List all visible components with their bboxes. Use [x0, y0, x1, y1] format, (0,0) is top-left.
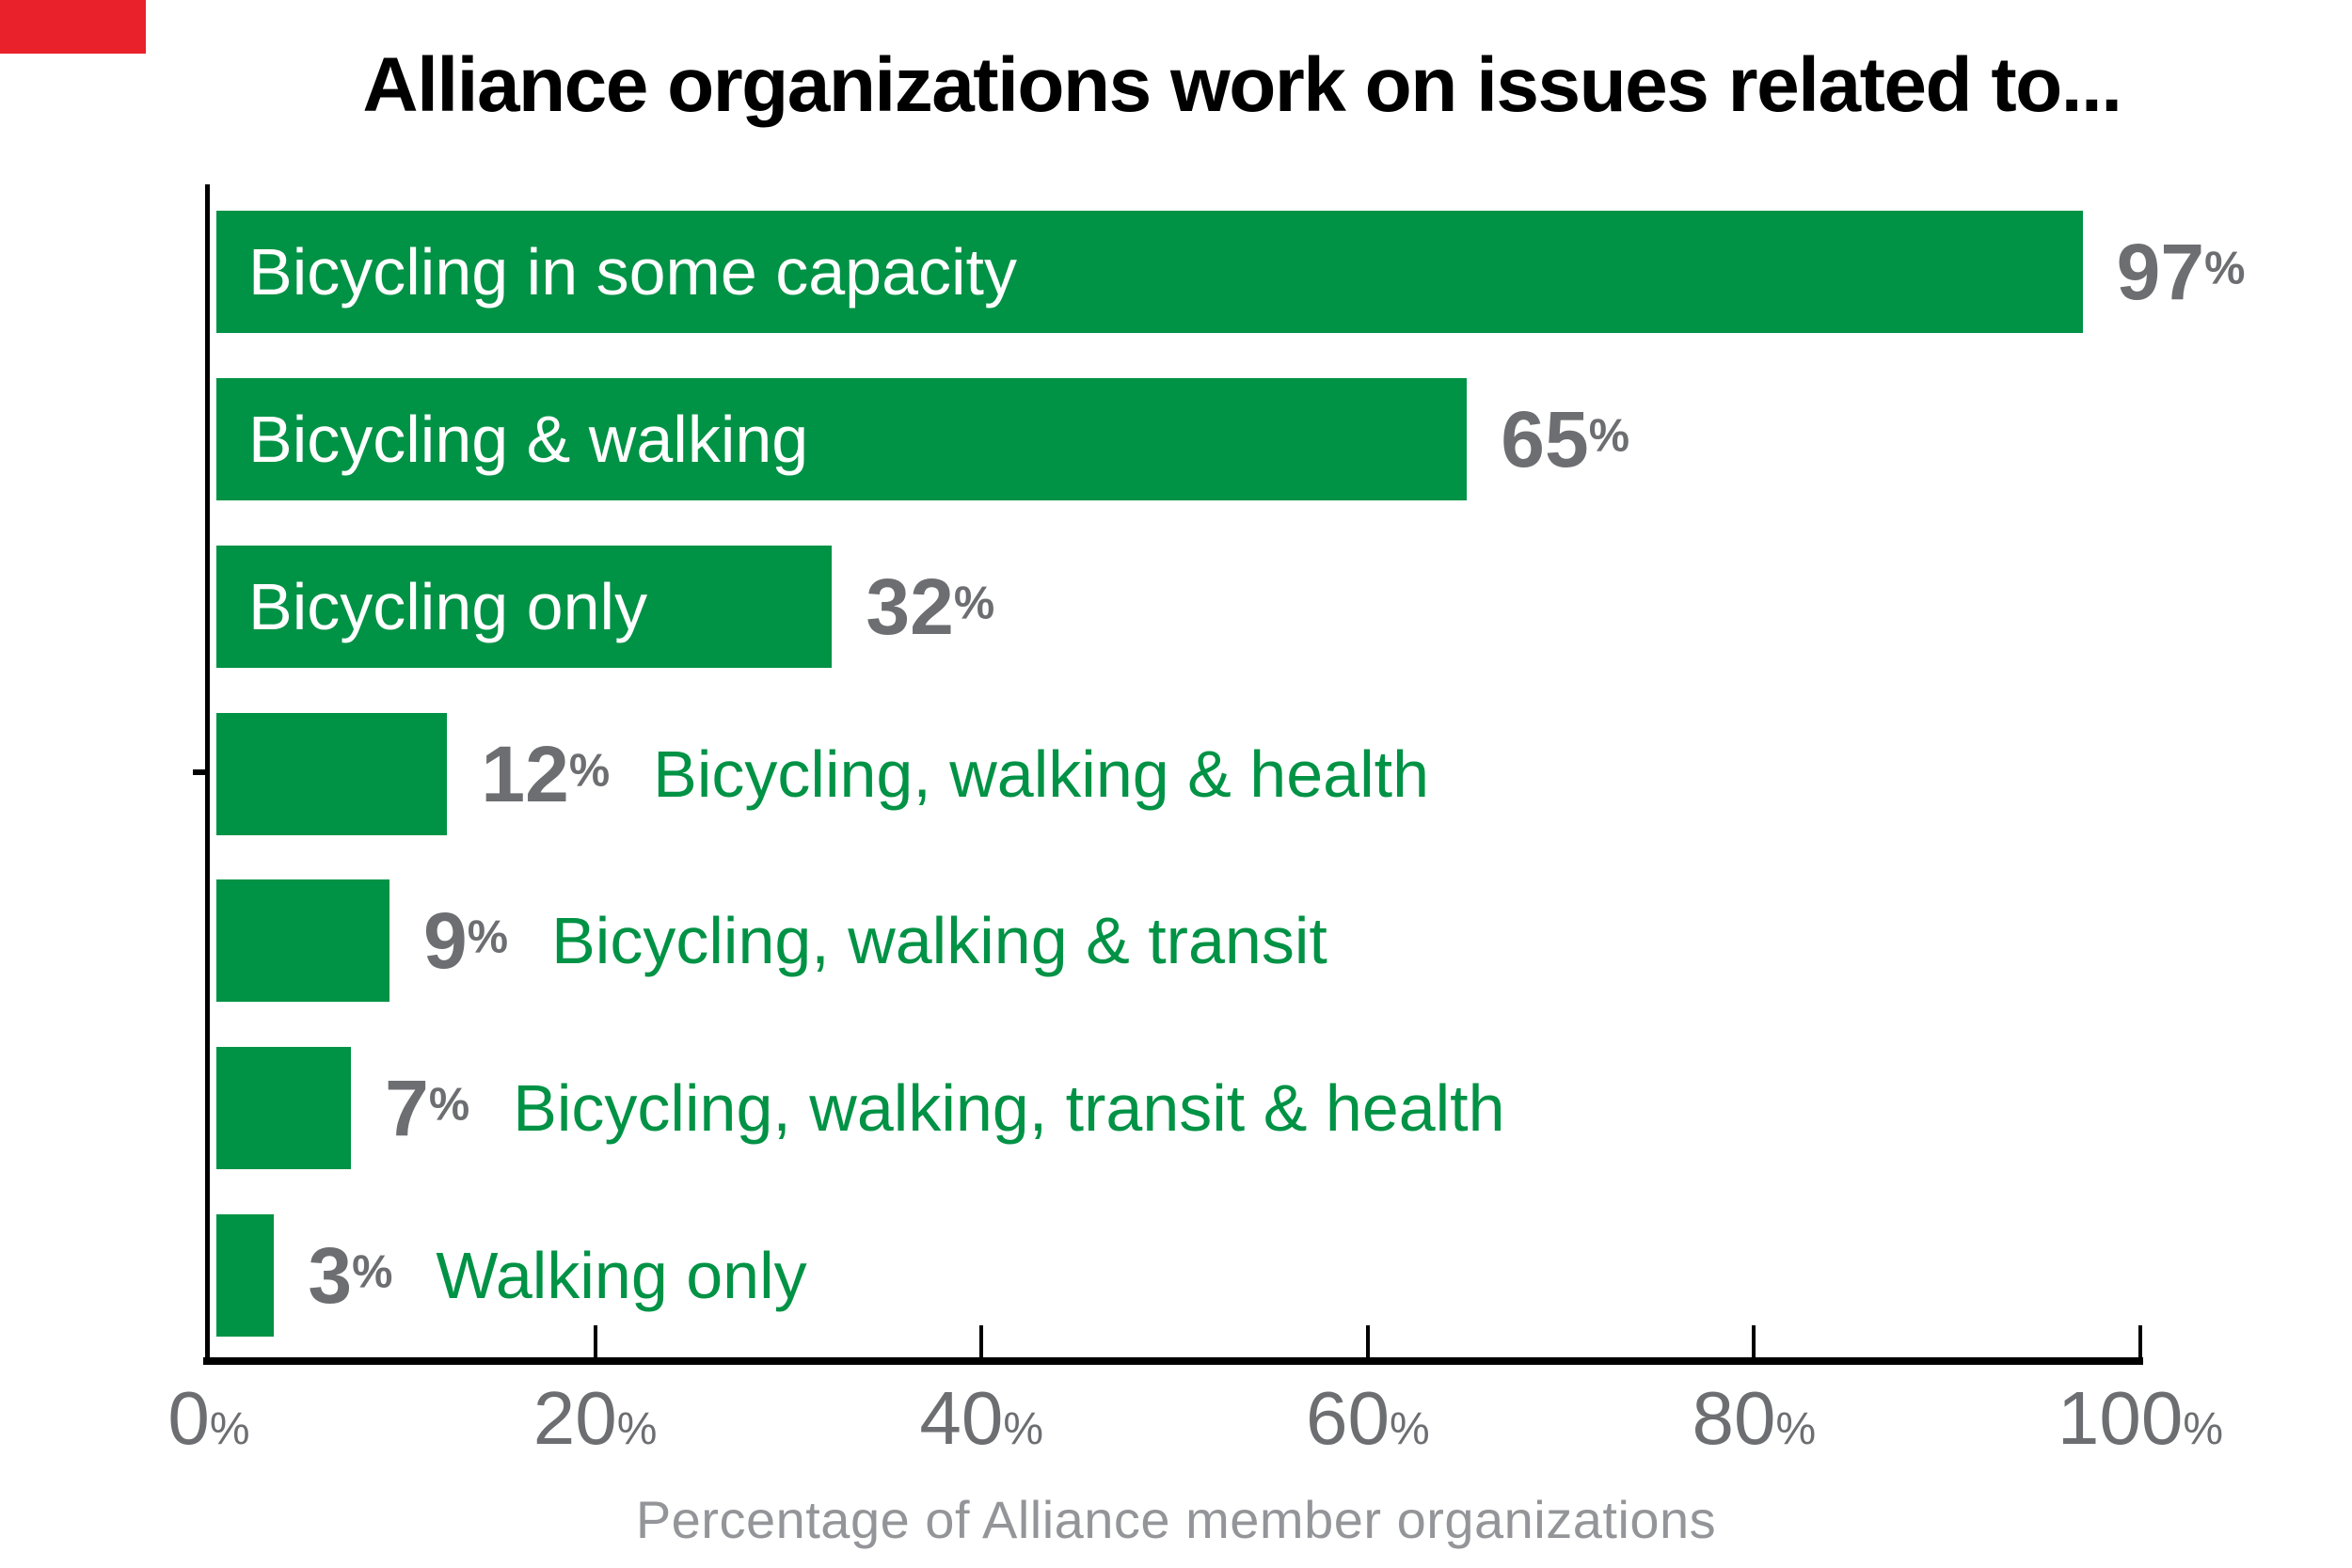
- bar-label: Bicycling only: [248, 569, 648, 643]
- x-axis-caption: Percentage of Alliance member organizati…: [635, 1490, 1717, 1549]
- x-axis-tick: [979, 1325, 984, 1357]
- x-axis-tick: [593, 1325, 597, 1357]
- percent-sign: %: [1588, 410, 1630, 462]
- x-tick-label: 0%: [167, 1375, 249, 1462]
- tick-number: 20: [532, 1376, 617, 1460]
- x-axis-line: [203, 1357, 2143, 1365]
- chart-title: Alliance organizations work on issues re…: [362, 42, 2122, 128]
- percent-sign: %: [1775, 1404, 1817, 1454]
- x-tick-label: 40%: [919, 1375, 1043, 1462]
- x-tick-label: 80%: [1692, 1375, 1817, 1462]
- tick-number: 0: [167, 1376, 210, 1460]
- bar: [216, 1214, 275, 1338]
- x-axis-tick: [1365, 1325, 1370, 1357]
- x-tick-label: 60%: [1306, 1375, 1430, 1462]
- bar-label: Bicycling, walking, transit & health: [513, 1071, 1505, 1146]
- x-tick-label: 100%: [2058, 1375, 2223, 1462]
- bar-label: Bicycling, walking & health: [653, 736, 1430, 811]
- value-number: 32: [866, 562, 954, 651]
- red-corner-badge: [0, 0, 146, 54]
- value-number: 9: [423, 896, 468, 986]
- x-tick-label: 20%: [533, 1375, 658, 1462]
- bar-row: 3% Walking only: [216, 1192, 2140, 1359]
- value-number: 7: [385, 1064, 429, 1153]
- x-axis-tick: [1752, 1325, 1756, 1357]
- tick-number: 80: [1692, 1376, 1776, 1460]
- percent-sign: %: [1003, 1404, 1044, 1454]
- bar-row: 9% Bicycling, walking & transit: [216, 857, 2140, 1024]
- tick-number: 60: [1305, 1376, 1390, 1460]
- y-axis-line: [205, 184, 210, 1364]
- percent-sign: %: [352, 1246, 393, 1298]
- y-axis-tick: [193, 769, 206, 775]
- percent-sign: %: [428, 1079, 470, 1131]
- value-number: 12: [481, 729, 569, 818]
- bar-label: Bicycling, walking & transit: [551, 904, 1327, 978]
- percent-sign: %: [467, 911, 509, 963]
- tick-number: 40: [919, 1376, 1004, 1460]
- bar-label: Walking only: [436, 1239, 807, 1313]
- bar: Bicycling in some capacity: [216, 210, 2083, 333]
- percent-sign: %: [209, 1404, 250, 1454]
- bar: [216, 879, 390, 1003]
- bar: [216, 712, 448, 835]
- bar-row: 12% Bicycling, walking & health: [216, 690, 2140, 858]
- bar-label: Bicycling in some capacity: [248, 234, 1017, 309]
- percent-sign: %: [953, 578, 995, 629]
- value-number: 3: [308, 1231, 353, 1321]
- tick-number: 100: [2057, 1376, 2184, 1460]
- value-number: 97: [2116, 227, 2205, 316]
- percent-sign: %: [616, 1404, 658, 1454]
- bar-row: Bicycling in some capacity 97%: [216, 188, 2245, 356]
- percent-sign: %: [1389, 1404, 1430, 1454]
- percent-sign: %: [2183, 1404, 2224, 1454]
- bar: Bicycling & walking: [216, 377, 1468, 500]
- bar-label: Bicycling & walking: [248, 402, 809, 476]
- bar-row: 7% Bicycling, walking, transit & health: [216, 1024, 2140, 1192]
- percent-sign: %: [568, 744, 611, 796]
- bar-chart-plot-area: Bicycling in some capacity 97% Bicycling &…: [216, 188, 2245, 1359]
- bar: Bicycling only: [216, 545, 833, 668]
- x-axis-tick: [2138, 1325, 2142, 1357]
- bar: [216, 1047, 352, 1170]
- bar-row: Bicycling only 32%: [216, 523, 2140, 690]
- value-number: 65: [1501, 394, 1589, 483]
- bar-row: Bicycling & walking 65%: [216, 356, 2140, 523]
- percent-sign: %: [2204, 243, 2246, 294]
